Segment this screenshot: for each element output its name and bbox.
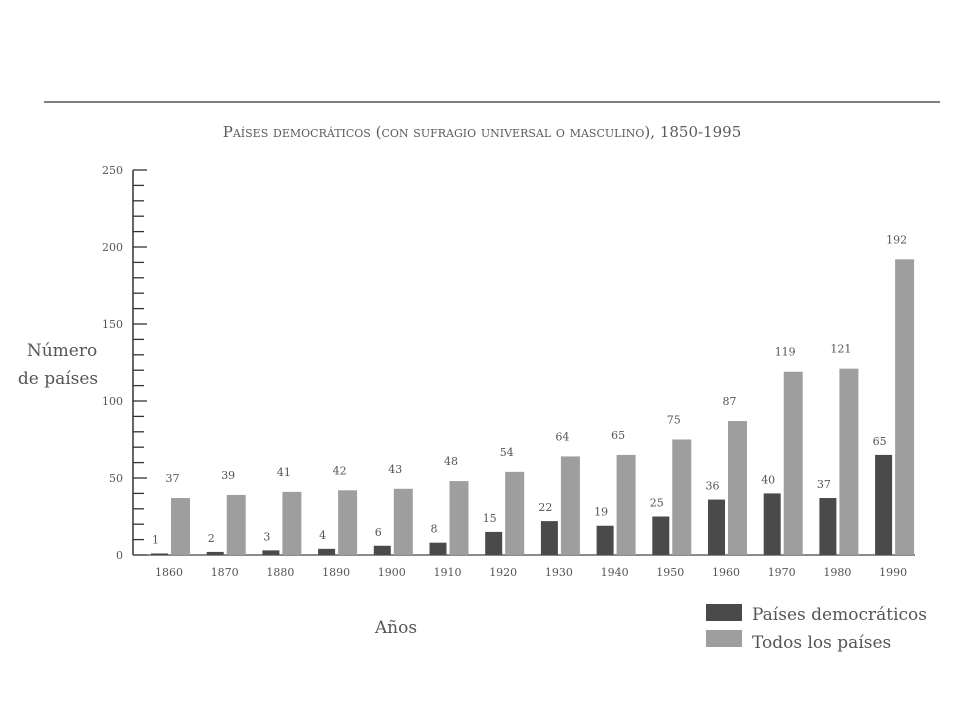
legend: Países democráticos Todos los países (706, 604, 927, 653)
x-tick-label: 1990 (879, 566, 907, 579)
x-tick-label: 1920 (489, 566, 517, 579)
bar-todos (171, 498, 190, 555)
bar-todos (728, 421, 747, 555)
x-tick-label: 1950 (656, 566, 684, 579)
value-label-todos: 54 (500, 446, 514, 459)
bar-todos (672, 439, 692, 555)
bar-democraticos (708, 499, 725, 555)
chart-title: Países democráticos (con sufragio univer… (223, 123, 741, 141)
x-tick-label: 1890 (322, 566, 350, 579)
x-tick-label: 1870 (211, 566, 239, 579)
value-label-democraticos: 1 (152, 533, 159, 546)
x-tick-label: 1910 (434, 566, 462, 579)
y-tick-label: 150 (102, 318, 123, 331)
bar-todos (505, 471, 525, 555)
bar-democraticos (262, 550, 280, 555)
x-tick-label: 1900 (378, 566, 406, 579)
bar-democraticos (652, 516, 670, 555)
value-label-democraticos: 65 (873, 435, 887, 448)
x-tick-label: 1970 (768, 566, 796, 579)
value-label-todos: 43 (388, 463, 402, 476)
y-tick-label: 250 (102, 164, 123, 177)
bar-democraticos (373, 545, 391, 555)
value-label-todos: 192 (886, 233, 907, 246)
bar-democraticos (596, 525, 614, 555)
value-label-todos: 121 (830, 343, 851, 356)
legend-swatch-todos (706, 630, 742, 647)
value-label-democraticos: 6 (375, 526, 382, 539)
y-tick-label: 200 (102, 241, 123, 254)
value-label-democraticos: 25 (650, 497, 664, 510)
x-axis: 1860 1870 1880 1890 1900 1910 1920 1930 1940 1950… (155, 566, 907, 579)
y-axis-title-line2: de países (18, 369, 98, 389)
bar-todos (226, 494, 246, 555)
value-label-democraticos: 19 (594, 506, 608, 519)
value-label-todos: 41 (277, 466, 291, 479)
bar-todos (895, 259, 915, 555)
value-label-democraticos: 22 (538, 501, 552, 514)
legend-label-democraticos: Países democráticos (752, 605, 927, 625)
bar-democraticos (429, 542, 447, 555)
bar-democraticos (318, 548, 336, 555)
bar-democraticos (819, 498, 837, 555)
bar-democraticos (540, 521, 558, 555)
value-label-todos: 75 (667, 414, 681, 427)
bar-democraticos (151, 553, 168, 555)
x-tick-label: 1860 (155, 566, 183, 579)
value-label-todos: 64 (555, 430, 569, 443)
y-tick-label: 0 (116, 549, 123, 562)
bars: 1 37 2 39 3 41 4 42 6 43 8 48 15 54 22 64 19 65 25 75 36 87 40… (151, 233, 915, 555)
bar-todos (783, 371, 803, 555)
bar-todos (560, 456, 580, 555)
value-label-todos: 39 (221, 469, 235, 482)
legend-swatch-democraticos (706, 604, 742, 621)
bar-democraticos (206, 551, 224, 555)
value-label-todos: 42 (333, 464, 347, 477)
value-label-democraticos: 36 (706, 480, 720, 493)
value-label-todos: 87 (723, 395, 737, 408)
bar-todos (282, 491, 302, 555)
value-label-todos: 65 (611, 429, 625, 442)
bar-democraticos (485, 531, 503, 555)
legend-label-todos: Todos los países (752, 633, 891, 653)
value-label-democraticos: 15 (483, 512, 497, 525)
value-label-democraticos: 4 (319, 529, 326, 542)
bar-todos (338, 490, 358, 555)
y-axis-title-line1: Número (27, 341, 97, 361)
bar-todos (449, 481, 469, 555)
bar-democraticos (763, 493, 781, 555)
value-label-democraticos: 40 (761, 473, 775, 486)
bar-todos (839, 368, 859, 555)
x-tick-label: 1880 (266, 566, 294, 579)
value-label-todos: 37 (166, 472, 180, 485)
x-tick-label: 1930 (545, 566, 573, 579)
y-tick-label: 50 (109, 472, 123, 485)
bar-todos (616, 454, 636, 555)
x-tick-label: 1940 (601, 566, 629, 579)
value-label-democraticos: 3 (263, 530, 270, 543)
value-label-democraticos: 2 (208, 532, 215, 545)
y-tick-label: 100 (102, 395, 123, 408)
x-axis-title: Años (374, 618, 417, 638)
value-label-democraticos: 37 (817, 478, 831, 491)
bar-democraticos (875, 454, 893, 555)
x-tick-label: 1960 (712, 566, 740, 579)
value-label-todos: 48 (444, 455, 458, 468)
value-label-todos: 119 (775, 346, 796, 359)
bar-todos (393, 488, 413, 555)
value-label-democraticos: 8 (431, 523, 438, 536)
x-tick-label: 1980 (823, 566, 851, 579)
